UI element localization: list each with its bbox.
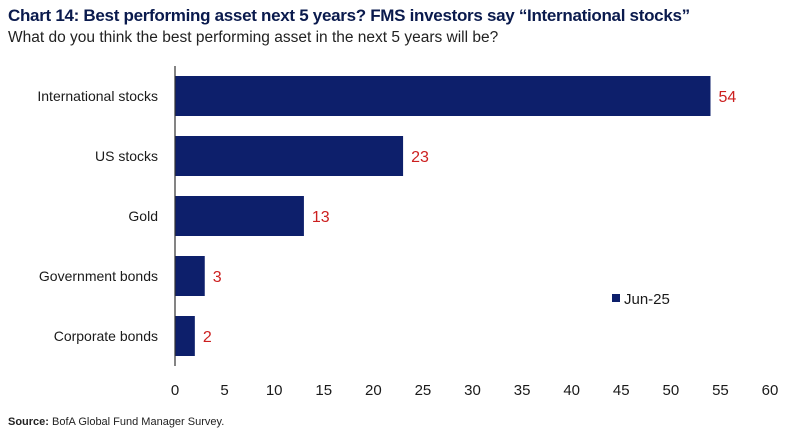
source-label: Source: (8, 416, 49, 428)
bar (175, 256, 205, 296)
x-tick-label: 20 (365, 382, 382, 399)
x-tick-label: 5 (220, 382, 228, 399)
category-label: US stocks (95, 148, 158, 164)
x-tick-label: 40 (563, 382, 580, 399)
x-tick-label: 15 (315, 382, 332, 399)
value-labels-group: 54 23 13 3 2 (203, 89, 737, 346)
data-label: 3 (213, 269, 222, 286)
legend-swatch (612, 294, 620, 302)
x-tick-label: 60 (762, 382, 779, 399)
x-tick-label: 55 (712, 382, 729, 399)
data-label: 54 (719, 89, 737, 106)
x-tick-label: 0 (171, 382, 179, 399)
source-note: Source: BofA Global Fund Manager Survey. (8, 416, 224, 428)
x-tick-label: 25 (415, 382, 432, 399)
x-tick-label: 35 (514, 382, 531, 399)
x-tick-label: 45 (613, 382, 630, 399)
data-label: 13 (312, 209, 330, 226)
bar (175, 196, 304, 236)
category-labels-group: International stocks US stocks Gold Governm… (37, 88, 158, 344)
bar (175, 76, 711, 116)
bar (175, 136, 404, 176)
category-label: Corporate bonds (54, 328, 158, 344)
bars-group (175, 76, 711, 356)
source-text: BofA Global Fund Manager Survey. (48, 416, 225, 428)
category-label: International stocks (37, 88, 158, 104)
bar-chart: International stocks US stocks Gold Governm… (37, 66, 779, 399)
category-label: Gold (128, 208, 158, 224)
legend-label: Jun-25 (624, 291, 670, 308)
category-label: Government bonds (39, 268, 158, 284)
chart-subtitle: What do you think the best performing as… (8, 29, 499, 46)
x-tick-label: 50 (662, 382, 679, 399)
x-tick-label: 30 (464, 382, 481, 399)
bar (175, 316, 195, 356)
legend: Jun-25 (612, 291, 670, 308)
chart-title: Chart 14: Best performing asset next 5 y… (8, 6, 690, 25)
data-label: 2 (203, 329, 212, 346)
x-tick-labels-group: 0 5 10 15 20 25 30 35 40 45 50 55 60 (171, 382, 779, 399)
data-label: 23 (411, 149, 429, 166)
x-tick-label: 10 (266, 382, 283, 399)
